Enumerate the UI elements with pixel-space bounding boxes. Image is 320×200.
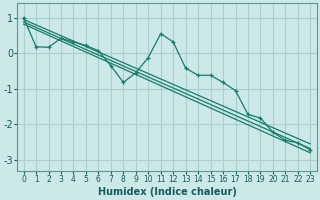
X-axis label: Humidex (Indice chaleur): Humidex (Indice chaleur) bbox=[98, 187, 236, 197]
